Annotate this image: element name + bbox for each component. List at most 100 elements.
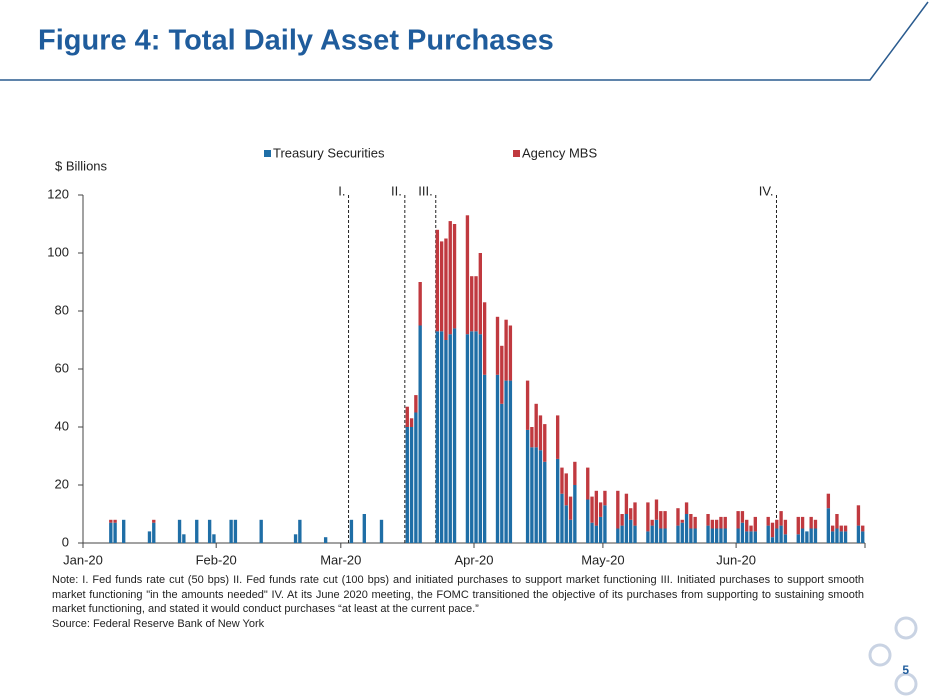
bar-segment (573, 461, 577, 485)
bar-segment (409, 418, 414, 427)
title-rule (0, 1, 929, 81)
bar-segment (676, 525, 680, 543)
bar-segment (152, 522, 156, 543)
y-axis-label: $ Billions (55, 158, 108, 173)
bar-segment (753, 516, 757, 532)
y-tick-label: 100 (47, 244, 69, 259)
bar-segment (839, 531, 843, 543)
bar-segment (779, 525, 783, 543)
bar-segment (693, 528, 697, 543)
bar-segment (560, 493, 564, 543)
bar-segment (616, 528, 620, 543)
bar-segment (843, 531, 848, 543)
bar-segment (590, 522, 594, 543)
bar-segment (616, 490, 620, 529)
bar-segment (693, 516, 697, 529)
bar-segment (109, 522, 113, 543)
bar-segment (504, 319, 508, 381)
bar-segment (719, 528, 723, 543)
bar-segment (418, 282, 422, 326)
bar-segment (543, 461, 547, 543)
bar-segment (298, 519, 302, 543)
bar-segment (195, 519, 199, 543)
bar-segment (624, 514, 629, 543)
bar-segment (448, 334, 452, 543)
legend-label: Treasury Securities (273, 145, 385, 160)
bar-segment (470, 331, 474, 543)
bar-segment (207, 519, 212, 543)
bar-segment (500, 345, 504, 404)
bar-segment (362, 514, 366, 543)
bar-segment (538, 450, 543, 543)
source: Source: Federal Reserve Bank of New York (52, 617, 265, 630)
bar-segment (586, 499, 590, 543)
bar-segment (753, 531, 757, 543)
bar-segment (646, 531, 650, 543)
bar-segment (680, 519, 684, 523)
bar-segment (598, 516, 603, 543)
bar-segment (659, 528, 663, 543)
bar-segment (573, 485, 577, 543)
bar-segment (770, 522, 775, 538)
bar-segment (323, 537, 328, 543)
bar-segment (564, 473, 568, 506)
bar-segment (839, 525, 843, 532)
bar-segment (654, 499, 659, 520)
bar-segment (684, 514, 689, 543)
bar-segment (113, 519, 117, 523)
bar-segment (749, 531, 753, 543)
bar-segment (405, 406, 409, 427)
legend-swatch (264, 150, 271, 157)
bar-segment (495, 316, 500, 375)
bar-segment (508, 325, 513, 381)
bar-segment (122, 519, 126, 543)
bar-segment (861, 531, 865, 543)
bar-segment (861, 525, 865, 532)
bar-segment (796, 534, 800, 543)
bar-segment (439, 241, 444, 332)
bar-segment (723, 516, 727, 529)
bar-segment (633, 502, 637, 526)
bar-segment (538, 415, 543, 451)
bar-segment (414, 412, 418, 543)
bar-segment (598, 502, 603, 517)
bar-segment (452, 224, 457, 329)
bar-segment (680, 522, 684, 543)
bar-segment (603, 490, 607, 506)
slide-title: Figure 4: Total Daily Asset Purchases (38, 25, 554, 57)
y-tick-label: 60 (55, 360, 69, 375)
bar-segment (676, 508, 680, 526)
bar-segment (800, 516, 805, 529)
bar-segment (448, 221, 452, 335)
bar-segment (710, 519, 715, 529)
bar-segment (654, 519, 659, 543)
bar-segment (719, 516, 723, 529)
legend-swatch (513, 150, 520, 157)
y-tick-label: 120 (47, 186, 69, 201)
note: Note: I. Fed funds rate cut (50 bps) II.… (52, 573, 864, 631)
bar-segment (560, 467, 564, 494)
bar-segment (740, 522, 745, 543)
y-tick-label: 80 (55, 302, 69, 317)
logo (868, 616, 918, 696)
y-tick-label: 20 (55, 476, 69, 491)
bar-segment (809, 528, 813, 543)
bar-segment (684, 502, 689, 514)
bar-segment (534, 447, 538, 543)
bar-segment (409, 427, 414, 543)
bar-segment (809, 516, 813, 529)
bar-segment (775, 528, 779, 543)
note-text: Note: I. Fed funds rate cut (50 bps) II.… (52, 574, 864, 615)
bar-segment (796, 516, 800, 535)
y-tick-label: 0 (62, 534, 69, 549)
bar-segment (650, 519, 654, 526)
bar-segment (813, 519, 818, 529)
bar-segment (229, 519, 233, 543)
bar-segment (414, 395, 418, 413)
bar-segment (805, 531, 809, 543)
x-tick-label: Mar-20 (320, 552, 361, 567)
bar-segment (152, 519, 156, 523)
bar-segment (770, 537, 775, 543)
bar-segment (603, 505, 607, 543)
